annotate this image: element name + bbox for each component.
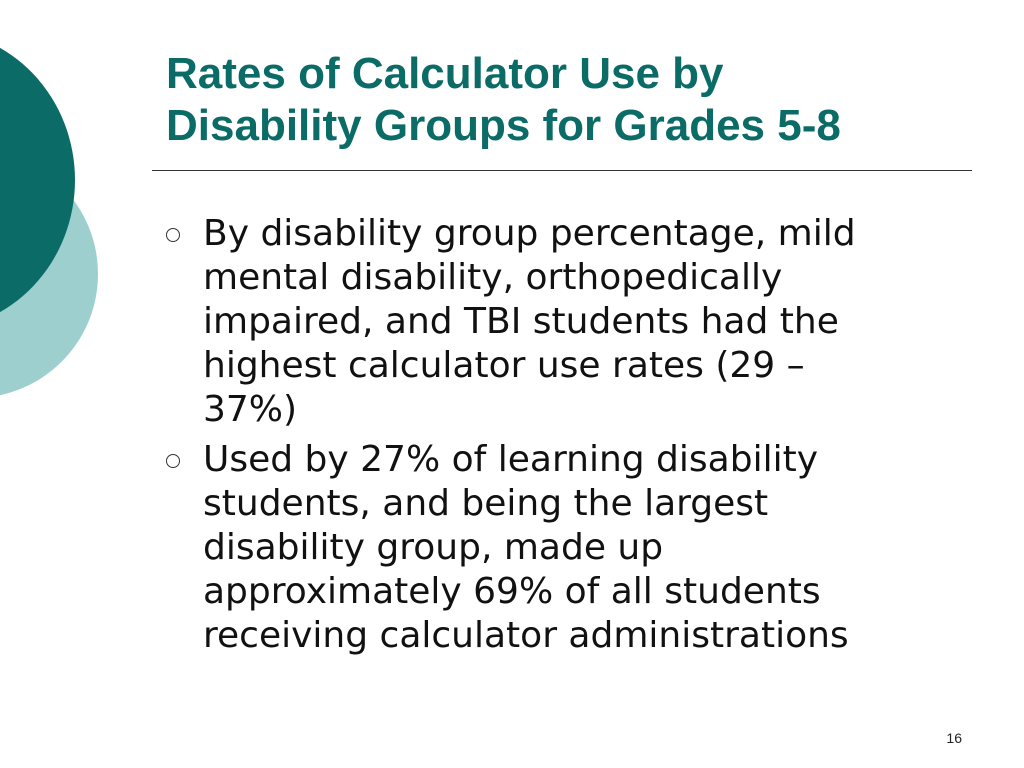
bullet-list: By disability group percentage, mild men… xyxy=(158,212,958,664)
bullet-item: Used by 27% of learning disability stude… xyxy=(158,438,958,658)
bullet-text-line: 37%) xyxy=(203,389,298,430)
title-line: Rates of Calculator Use by xyxy=(166,49,724,98)
page-number: 16 xyxy=(946,730,962,746)
bullet-text-line: approximately 69% of all students xyxy=(203,571,821,612)
bullet-text-line: Used by 27% of learning disability xyxy=(203,439,819,480)
bullet-text-line: students, and being the largest xyxy=(203,483,769,524)
bullet-text-line: By disability group percentage, mild xyxy=(203,213,856,254)
hollow-circle-bullet-icon xyxy=(166,228,180,242)
bullet-text-line: mental disability, orthopedically xyxy=(203,257,783,298)
title-divider xyxy=(152,170,972,171)
bullet-item: By disability group percentage, mild men… xyxy=(158,212,958,432)
hollow-circle-bullet-icon xyxy=(166,454,180,468)
title-line: Disability Groups for Grades 5-8 xyxy=(166,101,841,150)
bullet-text-line: highest calculator use rates (29 – xyxy=(203,345,805,386)
bullet-text-line: receiving calculator administrations xyxy=(203,615,849,656)
bullet-text-line: impaired, and TBI students had the xyxy=(203,301,839,342)
slide-title: Rates of Calculator Use by Disability Gr… xyxy=(166,48,986,152)
bullet-text-line: disability group, made up xyxy=(203,527,664,568)
